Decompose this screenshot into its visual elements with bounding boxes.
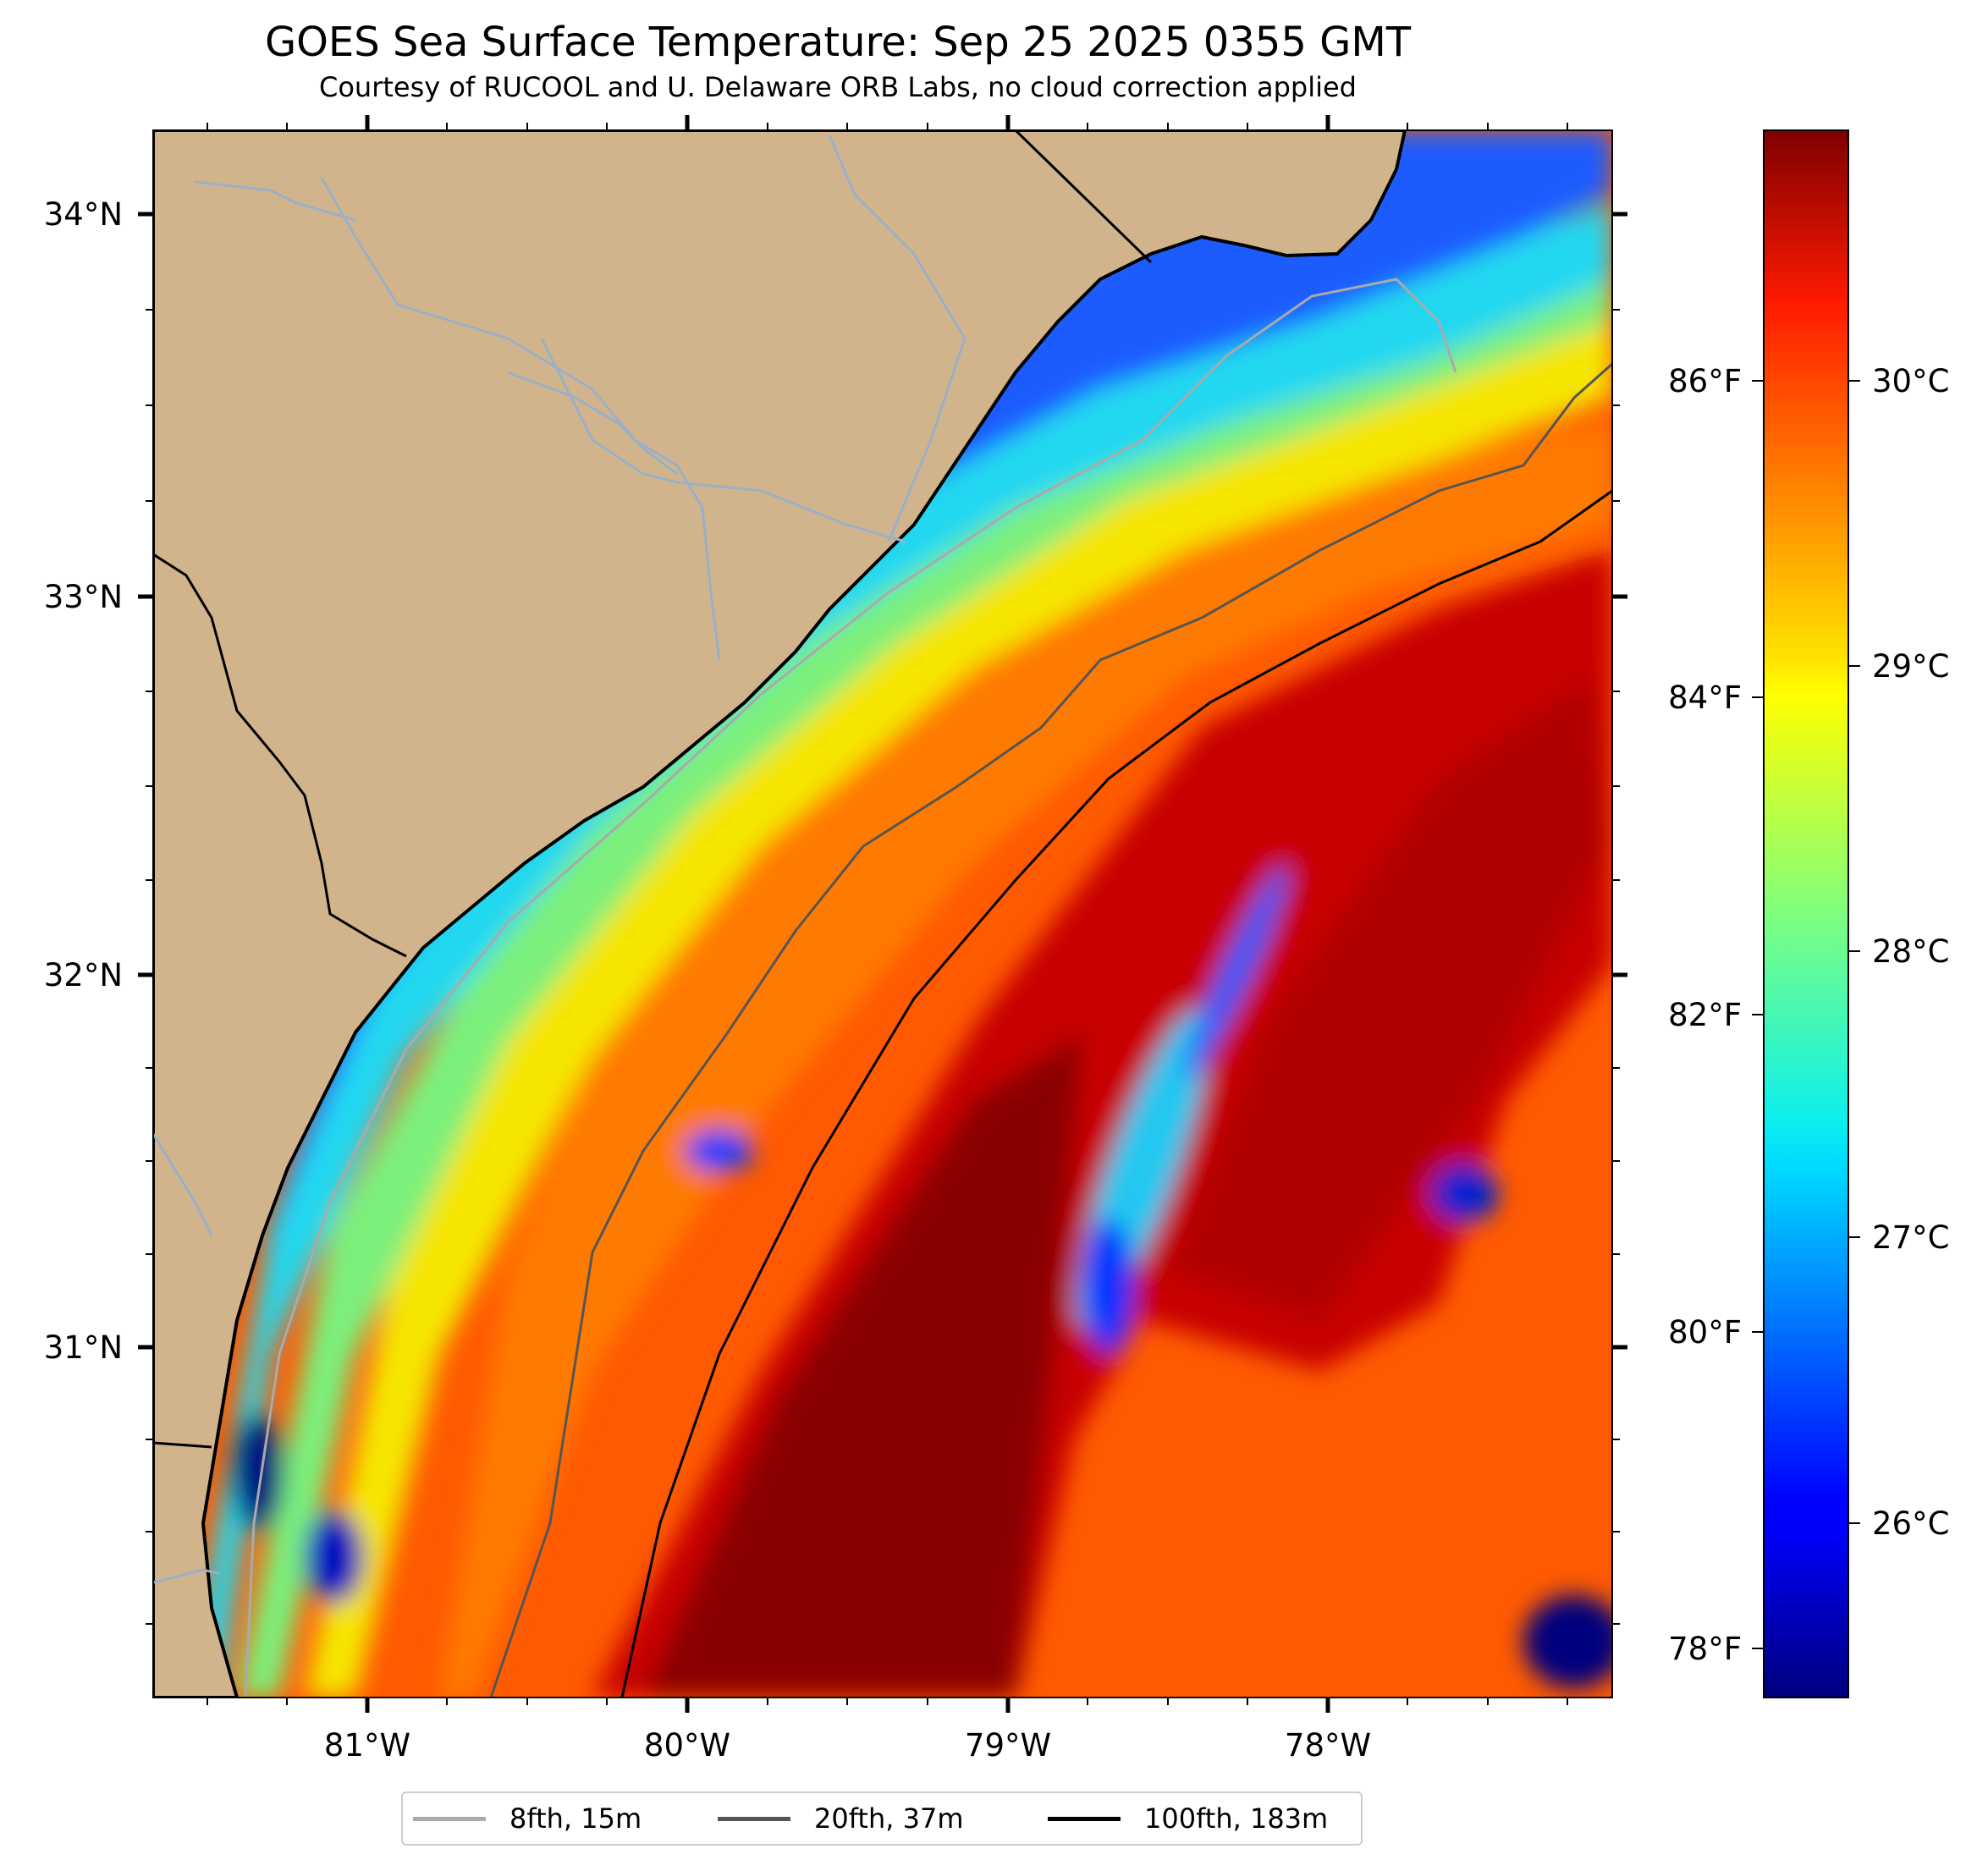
map-frame bbox=[152, 129, 1613, 1698]
lon-tick-label: 78°W bbox=[1285, 1727, 1371, 1764]
land-mass bbox=[153, 130, 1407, 1698]
legend-label: 8fth, 15m bbox=[509, 1802, 642, 1835]
legend-line-100fth bbox=[1048, 1816, 1121, 1821]
colorbar-fahrenheit-label: 86°F bbox=[1668, 363, 1742, 399]
lon-tick-label: 79°W bbox=[965, 1727, 1051, 1764]
lat-major-ticks bbox=[138, 212, 1627, 1350]
colorbar-fahrenheit-label: 84°F bbox=[1668, 680, 1742, 716]
legend-label: 100fth, 183m bbox=[1144, 1802, 1329, 1835]
map-plot bbox=[153, 130, 1612, 1698]
colorbar bbox=[1763, 129, 1849, 1698]
legend-item-100fth: 100fth, 183m bbox=[1048, 1793, 1328, 1844]
lat-tick-label: 33°N bbox=[44, 579, 123, 615]
lon-major-ticks bbox=[365, 115, 1330, 1713]
legend-item-20fth: 20fth, 37m bbox=[718, 1793, 963, 1844]
map-subtitle: Courtesy of RUCOOL and U. Delaware ORB L… bbox=[319, 71, 1357, 103]
colorbar-fahrenheit-label: 82°F bbox=[1668, 997, 1742, 1033]
rivers bbox=[153, 135, 966, 1584]
colorbar-celsius-label: 28°C bbox=[1872, 933, 1949, 970]
lon-tick-label: 81°W bbox=[324, 1727, 410, 1764]
isobath-legend: 8fth, 15m 20fth, 37m 100fth, 183m bbox=[401, 1791, 1363, 1846]
isobath-20fth bbox=[489, 362, 1612, 1698]
lat-tick-label: 32°N bbox=[44, 957, 123, 993]
legend-line-8fth bbox=[413, 1816, 486, 1821]
isobath-100fth bbox=[620, 489, 1612, 1698]
colorbar-celsius-label: 30°C bbox=[1872, 363, 1949, 399]
colorbar-celsius-label: 26°C bbox=[1872, 1505, 1949, 1542]
lon-tick-label: 80°W bbox=[644, 1727, 730, 1764]
colorbar-celsius-label: 29°C bbox=[1872, 648, 1949, 685]
isobath-8fth bbox=[244, 278, 1457, 1698]
colorbar-fahrenheit-label: 80°F bbox=[1668, 1314, 1742, 1351]
colorbar-celsius-label: 27°C bbox=[1872, 1219, 1949, 1256]
colorbar-fahrenheit-label: 78°F bbox=[1668, 1631, 1742, 1667]
map-title: GOES Sea Surface Temperature: Sep 25 202… bbox=[264, 19, 1412, 66]
legend-label: 20fth, 37m bbox=[814, 1802, 964, 1835]
state-boundaries bbox=[153, 130, 1153, 1449]
lat-tick-label: 31°N bbox=[44, 1329, 123, 1366]
colorbar-ticks bbox=[1752, 380, 1860, 1649]
legend-item-8fth: 8fth, 15m bbox=[413, 1793, 642, 1844]
minor-ticks bbox=[146, 123, 1620, 1705]
legend-line-20fth bbox=[718, 1816, 790, 1821]
lat-tick-label: 34°N bbox=[44, 196, 123, 233]
